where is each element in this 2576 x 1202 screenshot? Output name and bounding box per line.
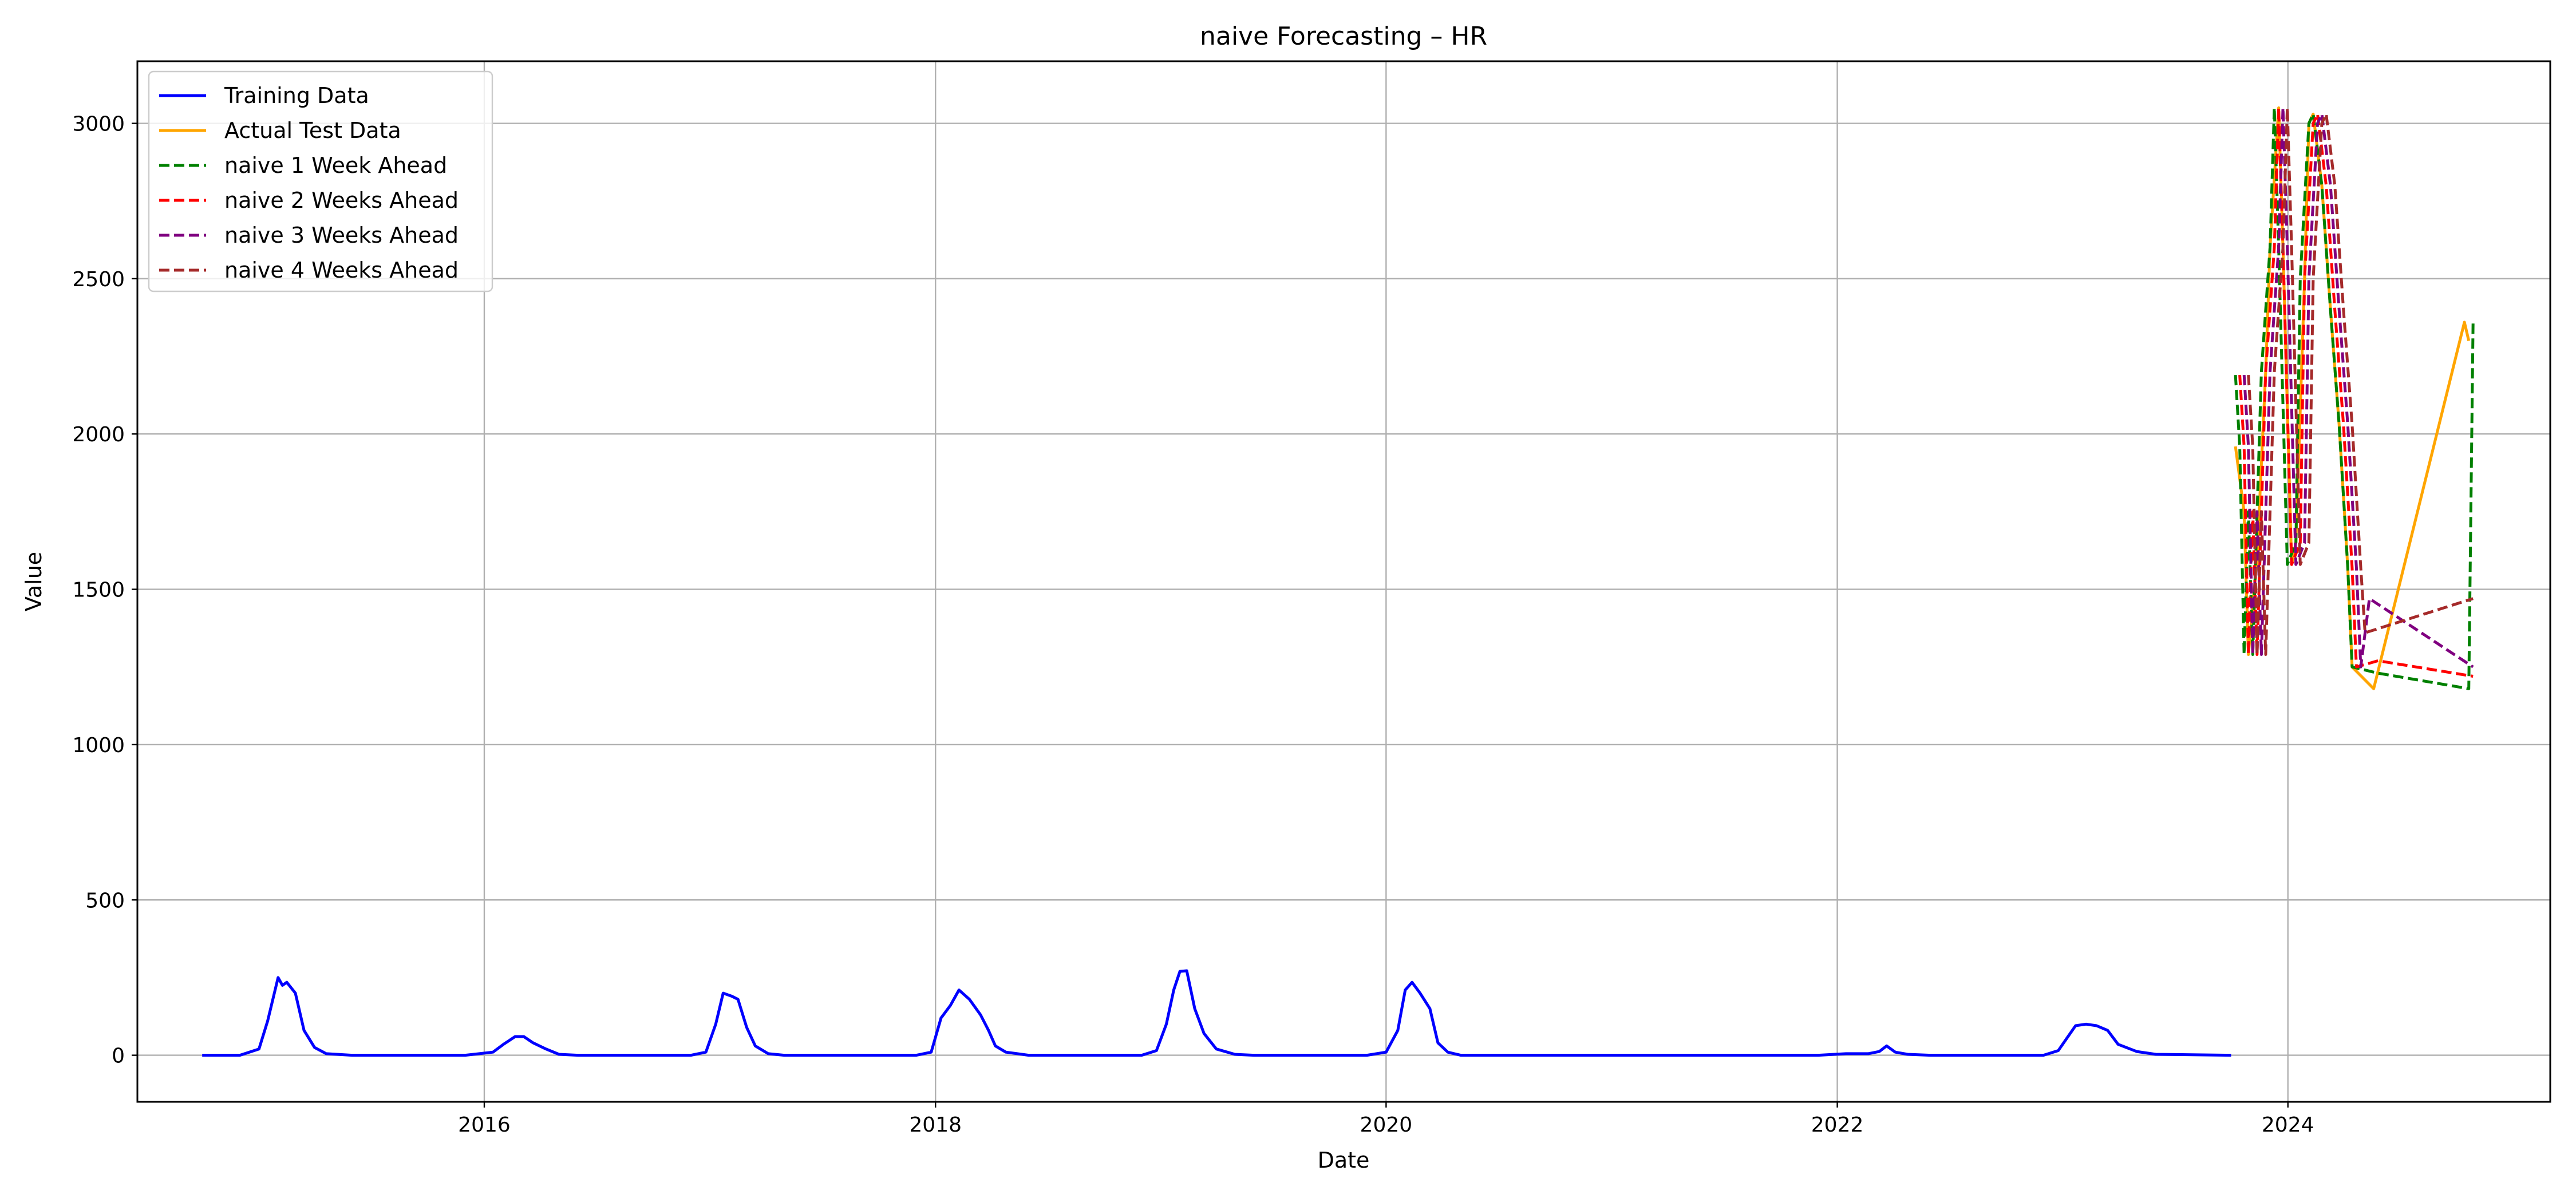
series-line-naive-3-weeks-ahead bbox=[2242, 106, 2474, 669]
y-tick-label: 2500 bbox=[72, 268, 125, 291]
legend-box bbox=[148, 70, 493, 292]
x-tick-label: 2018 bbox=[909, 1113, 962, 1137]
series-line-training-data bbox=[202, 969, 2231, 1057]
legend-label: naive 3 Weeks Ahead bbox=[224, 223, 459, 248]
series-line-actual-test-data bbox=[2234, 106, 2471, 690]
legend-label: Training Data bbox=[224, 83, 369, 108]
legend: Training Data Actual Test Data naive 1 Wee… bbox=[148, 70, 493, 292]
series-layer bbox=[202, 106, 2475, 1057]
plot-frame bbox=[136, 60, 2551, 1103]
grid bbox=[137, 61, 2550, 1102]
x-tick-label: 2024 bbox=[2262, 1113, 2314, 1137]
x-tick-label: 2020 bbox=[1360, 1113, 1413, 1137]
x-tick-label: 2016 bbox=[458, 1113, 511, 1137]
legend-label: Actual Test Data bbox=[224, 118, 401, 143]
x-tick-label: 2022 bbox=[1811, 1113, 1864, 1137]
y-tick-label: 1500 bbox=[72, 579, 125, 602]
x-axis: 2016 2018 2020 2022 2024 bbox=[458, 1102, 2314, 1137]
legend-label: naive 2 Weeks Ahead bbox=[224, 188, 459, 213]
legend-label: naive 1 Week Ahead bbox=[224, 153, 447, 178]
x-axis-label: Date bbox=[1318, 1148, 1370, 1173]
y-tick-label: 3000 bbox=[72, 113, 125, 136]
chart-title: naive Forecasting – HR bbox=[1200, 22, 1487, 51]
y-axis: 0 500 1000 1500 2000 2500 3000 bbox=[72, 113, 137, 1068]
y-axis-label: Value bbox=[21, 552, 46, 611]
y-tick-label: 500 bbox=[85, 889, 125, 912]
y-tick-label: 0 bbox=[112, 1045, 125, 1068]
y-tick-label: 2000 bbox=[72, 423, 125, 446]
series-line-naive-4-weeks-ahead bbox=[2247, 106, 2474, 656]
y-tick-label: 1000 bbox=[72, 734, 125, 757]
legend-label: naive 4 Weeks Ahead bbox=[224, 258, 459, 283]
